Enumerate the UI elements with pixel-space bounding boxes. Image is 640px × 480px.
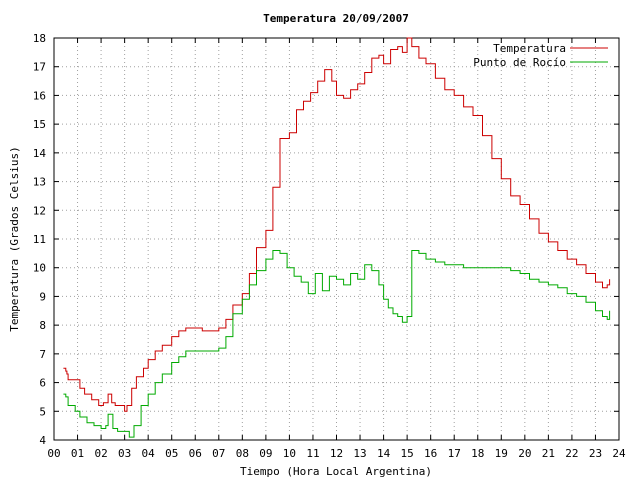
y-tick-label: 11 (33, 233, 46, 246)
legend-label-punto-de-rocio: Punto de Rocío (473, 56, 566, 69)
series-line-temperatura (63, 37, 611, 412)
x-tick-label: 18 (471, 447, 484, 460)
y-tick-label: 14 (33, 147, 47, 160)
grid-lines (54, 38, 619, 440)
series-lines (63, 37, 611, 438)
x-tick-label: 13 (353, 447, 366, 460)
x-tick-label: 03 (118, 447, 131, 460)
x-tick-label: 19 (495, 447, 508, 460)
y-tick-label: 7 (39, 348, 46, 361)
x-tick-label: 20 (518, 447, 531, 460)
y-tick-label: 13 (33, 176, 46, 189)
y-tick-label: 15 (33, 118, 46, 131)
chart-legend: Temperatura Punto de Rocío (473, 42, 608, 69)
x-tick-label: 08 (236, 447, 249, 460)
x-tick-label: 21 (542, 447, 555, 460)
x-tick-label: 09 (259, 447, 272, 460)
x-tick-label: 14 (377, 447, 391, 460)
x-tick-label: 17 (448, 447, 461, 460)
x-tick-label: 10 (283, 447, 296, 460)
x-tick-label: 07 (212, 447, 225, 460)
x-tick-label: 22 (565, 447, 578, 460)
x-tick-label: 06 (189, 447, 202, 460)
series-line-punto-de-rocio (63, 250, 611, 438)
axis-ticks (53, 37, 620, 441)
y-tick-label: 17 (33, 61, 46, 74)
y-tick-label: 5 (39, 405, 46, 418)
x-tick-label: 24 (612, 447, 626, 460)
y-tick-label: 10 (33, 262, 46, 275)
y-tick-label: 12 (33, 204, 46, 217)
y-tick-label: 4 (39, 434, 46, 447)
chart-title: Temperatura 20/09/2007 (263, 12, 409, 25)
x-tick-label: 05 (165, 447, 178, 460)
y-tick-label: 16 (33, 89, 46, 102)
y-tick-labels: 4 5 6 7 8 9 10 11 12 13 14 15 16 17 18 (33, 32, 47, 447)
x-tick-labels: 00 01 02 03 04 05 06 07 08 09 10 11 12 13 14 15 16 17 18 19… (47, 447, 626, 460)
x-tick-label: 00 (47, 447, 60, 460)
y-tick-label: 18 (33, 32, 46, 45)
y-tick-label: 9 (39, 290, 46, 303)
x-tick-label: 23 (589, 447, 602, 460)
y-tick-label: 8 (39, 319, 46, 332)
x-tick-label: 11 (306, 447, 319, 460)
x-tick-label: 16 (424, 447, 437, 460)
legend-label-temperatura: Temperatura (493, 42, 566, 55)
x-tick-label: 04 (142, 447, 156, 460)
x-tick-label: 02 (94, 447, 107, 460)
y-tick-label: 6 (39, 377, 46, 390)
x-tick-label: 12 (330, 447, 343, 460)
y-axis-label: Temperatura (Grados Celsius) (8, 146, 21, 331)
x-tick-label: 01 (71, 447, 84, 460)
x-axis-label: Tiempo (Hora Local Argentina) (240, 465, 432, 478)
x-tick-label: 15 (401, 447, 414, 460)
